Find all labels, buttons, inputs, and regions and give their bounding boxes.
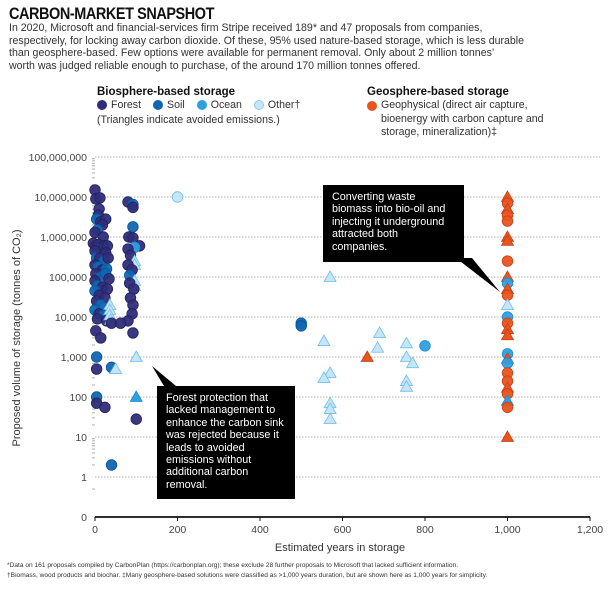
x-tick-label: 200 [169, 524, 187, 536]
y-tick-label: 1 [81, 472, 87, 484]
x-tick-label: 1,200 [577, 524, 603, 536]
intro-line: than geosphere-based. Few options were a… [9, 47, 495, 60]
geophysical-swatch-icon [367, 101, 377, 111]
legend-label: Other† [267, 99, 301, 111]
legend-biosphere-items: Forest Soil Ocean Other† [97, 99, 312, 111]
data-point-other-triangle [399, 379, 414, 392]
data-point-forest [94, 192, 106, 204]
data-point-forest [114, 317, 127, 329]
data-point-other-triangle [323, 412, 337, 425]
data-point-other [171, 191, 184, 203]
chart-title: CARBON-MARKET SNAPSHOT [9, 4, 214, 23]
data-point-geophysical [501, 255, 514, 267]
data-point-geophysical-triangle [500, 430, 515, 442]
data-point-other-triangle [317, 334, 331, 346]
data-points [87, 184, 515, 471]
data-point-forest [127, 201, 139, 214]
data-point-forest [102, 252, 114, 264]
x-tick-label: 800 [416, 524, 434, 536]
x-axis-label: Estimated years in storage [275, 542, 405, 554]
intro-text: In 2020, Microsoft and financial-service… [9, 22, 609, 72]
data-point-other-triangle [129, 350, 143, 362]
data-point-soil [105, 459, 118, 471]
legend-label: Geophysical (direct air capture, bioener… [381, 99, 544, 138]
forest-swatch-icon [97, 100, 107, 110]
data-point-other-triangle [500, 298, 515, 310]
y-tick-label: 0 [81, 512, 87, 524]
legend-biosphere: Biosphere-based storage Forest Soil Ocea… [97, 86, 312, 126]
x-tick-label: 1,000 [494, 524, 520, 536]
y-tick-label: 10,000,000 [34, 192, 87, 204]
legend-biosphere-heading: Biosphere-based storage [97, 86, 236, 98]
legend-item-forest: Forest [97, 99, 141, 111]
y-tick-label: 1,000 [61, 352, 87, 364]
legend-item-geophysical: Geophysical (direct air capture, bioener… [367, 99, 551, 140]
data-point-forest [90, 363, 103, 375]
legend-item-ocean: Ocean [196, 99, 242, 111]
data-point-forest [130, 413, 142, 425]
data-point-other-triangle [323, 270, 337, 282]
bio-oil-callout: Converting waste biomass into bio-oil an… [323, 185, 464, 262]
data-point-other-triangle [405, 356, 420, 369]
data-point-other-triangle [317, 371, 331, 383]
data-point-forest [95, 332, 107, 344]
legend-label: Forest [111, 99, 142, 111]
y-axis-label: Proposed volume of storage (tonnes of CO… [11, 229, 23, 446]
footnote-2: †Biomass, wood products and biochar. ‡Ma… [7, 572, 488, 579]
data-point-other-triangle [323, 366, 337, 378]
y-tick-label: 100,000 [49, 272, 87, 284]
other-swatch-icon [253, 100, 264, 110]
legend-triangle-note: (Triangles indicate avoided emissions.) [97, 114, 280, 126]
forest-callout: Forest protection that lacked management… [157, 386, 295, 499]
data-point-other-triangle [399, 336, 414, 349]
ocean-swatch-icon [196, 100, 207, 110]
y-tick-label: 100 [69, 392, 87, 404]
data-point-soil [127, 221, 139, 233]
soil-swatch-icon [153, 100, 164, 110]
x-axis-ticks: 0 200 400 600 800 1,000 1,200 [92, 516, 603, 536]
legend-label: Soil [167, 99, 185, 111]
intro-line: In 2020, Microsoft and financial-service… [9, 22, 483, 34]
y-tick-label: 10,000 [55, 312, 87, 324]
legend-geosphere: Geosphere-based storage Geophysical (dir… [367, 86, 551, 140]
intro-line: respectively, for locking away carbon di… [9, 34, 525, 47]
data-point-ocean [419, 340, 431, 352]
legend-item-other: Other† [253, 99, 301, 111]
legend-item-soil: Soil [153, 99, 185, 111]
data-point-other-triangle [108, 362, 123, 374]
forest-callout-pointer [152, 366, 176, 386]
x-tick-label: 400 [251, 524, 269, 536]
intro-line: worth was judged reliable enough to purc… [9, 59, 421, 72]
data-point-ocean [501, 357, 514, 369]
x-tick-label: 600 [334, 524, 352, 536]
y-axis-ticks: 0 1 10 100 1,000 10,000 100,000 1,000,000 10,000… [29, 152, 95, 524]
bio-oil-callout-pointer [456, 258, 500, 292]
data-point-geophysical-triangle [360, 350, 374, 362]
x-tick-label: 0 [92, 524, 98, 536]
y-tick-label: 1,000,000 [40, 232, 87, 244]
data-point-geophysical [501, 401, 514, 414]
data-point-geophysical-triangle [500, 234, 515, 246]
data-point-geophysical-triangle [500, 328, 515, 341]
data-point-other-triangle [399, 350, 414, 362]
data-point-forest [127, 327, 139, 339]
data-point-other-triangle [372, 326, 387, 338]
footnote-1: *Data on 161 proposals compiled by Carbo… [7, 562, 459, 569]
y-tick-label: 100,000,000 [29, 152, 88, 164]
data-point-geophysical [501, 215, 514, 227]
legend-label: Ocean [210, 99, 242, 111]
data-point-ocean-triangle [129, 390, 143, 402]
data-point-soil [295, 320, 307, 332]
legend-geosphere-heading: Geosphere-based storage [367, 86, 509, 98]
data-point-soil [90, 351, 103, 363]
data-point-other-triangle [370, 340, 385, 353]
y-tick-label: 10 [75, 432, 87, 444]
data-point-forest [99, 401, 111, 414]
